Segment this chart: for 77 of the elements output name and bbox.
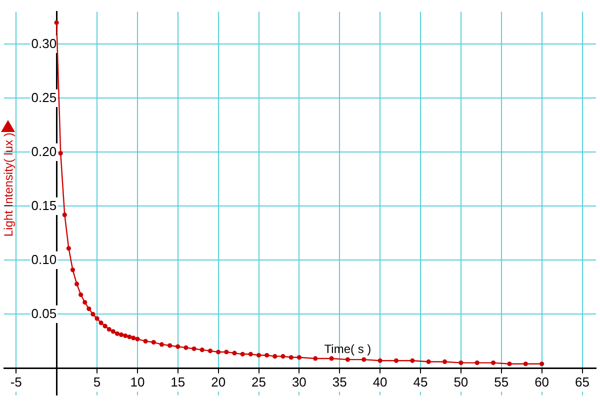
y-tick-label: 0.20 (31, 144, 57, 159)
point (176, 344, 180, 349)
x-tick-label: 10 (130, 374, 145, 390)
point (78, 292, 84, 298)
x-tick-label: 65 (575, 374, 590, 390)
x-tick-label: 35 (332, 374, 347, 390)
x-tick-label: 5 (93, 374, 101, 390)
x-tick-label: 55 (494, 374, 509, 390)
point (82, 300, 88, 305)
y-tick-label: 0.25 (31, 90, 57, 105)
x-tick-label: 25 (252, 374, 266, 390)
x-tick-label: 20 (211, 374, 226, 390)
point (474, 360, 480, 366)
point (102, 324, 108, 328)
x-tick-label: 30 (292, 374, 306, 390)
point (272, 354, 278, 359)
point (74, 282, 80, 286)
x-tick-label: -5 (10, 374, 22, 390)
y-tick-label: 0.05 (31, 306, 57, 321)
point (288, 355, 294, 360)
x-tick-label: 45 (413, 374, 428, 390)
point (159, 342, 164, 347)
point (248, 352, 253, 356)
point (54, 20, 59, 25)
point (167, 343, 172, 348)
point (110, 329, 116, 334)
point (127, 334, 132, 340)
point (184, 345, 188, 350)
point (507, 362, 512, 366)
point (200, 348, 204, 352)
point (256, 352, 262, 358)
point (118, 332, 124, 338)
point (208, 348, 213, 354)
point (240, 352, 245, 356)
y-tick-label: 0.10 (31, 252, 57, 267)
y-tick-label: 0.15 (31, 198, 57, 213)
point (490, 360, 496, 366)
x-tick-label: 15 (170, 374, 186, 390)
point (329, 356, 334, 361)
y-axis-title: Light Intensity( lux ) (1, 132, 16, 237)
point (426, 359, 431, 364)
y-tick-label: 0.30 (31, 36, 57, 51)
point (345, 357, 350, 362)
point (151, 340, 156, 345)
point (458, 360, 464, 366)
point (216, 350, 221, 354)
point (378, 358, 382, 363)
point (280, 354, 286, 359)
point (94, 316, 100, 321)
point (114, 331, 120, 336)
point (70, 268, 76, 272)
point (123, 334, 128, 338)
point (135, 336, 140, 342)
point (224, 350, 229, 354)
point (394, 358, 399, 363)
point (313, 356, 318, 361)
point (296, 355, 302, 360)
x-tick-label: 40 (372, 374, 388, 390)
point (98, 320, 104, 326)
x-tick-label: 50 (454, 374, 468, 390)
point (442, 359, 448, 364)
point (410, 358, 415, 363)
point (540, 362, 544, 366)
point (66, 246, 71, 251)
x-tick-label: 60 (534, 374, 550, 390)
point (90, 312, 96, 316)
point (106, 327, 112, 332)
point (58, 150, 63, 156)
point (131, 336, 136, 340)
point (192, 346, 196, 352)
point (362, 357, 366, 362)
point (523, 362, 528, 366)
point (62, 212, 67, 218)
point (232, 350, 237, 356)
point (143, 338, 148, 344)
point (86, 306, 92, 312)
point (264, 352, 270, 358)
